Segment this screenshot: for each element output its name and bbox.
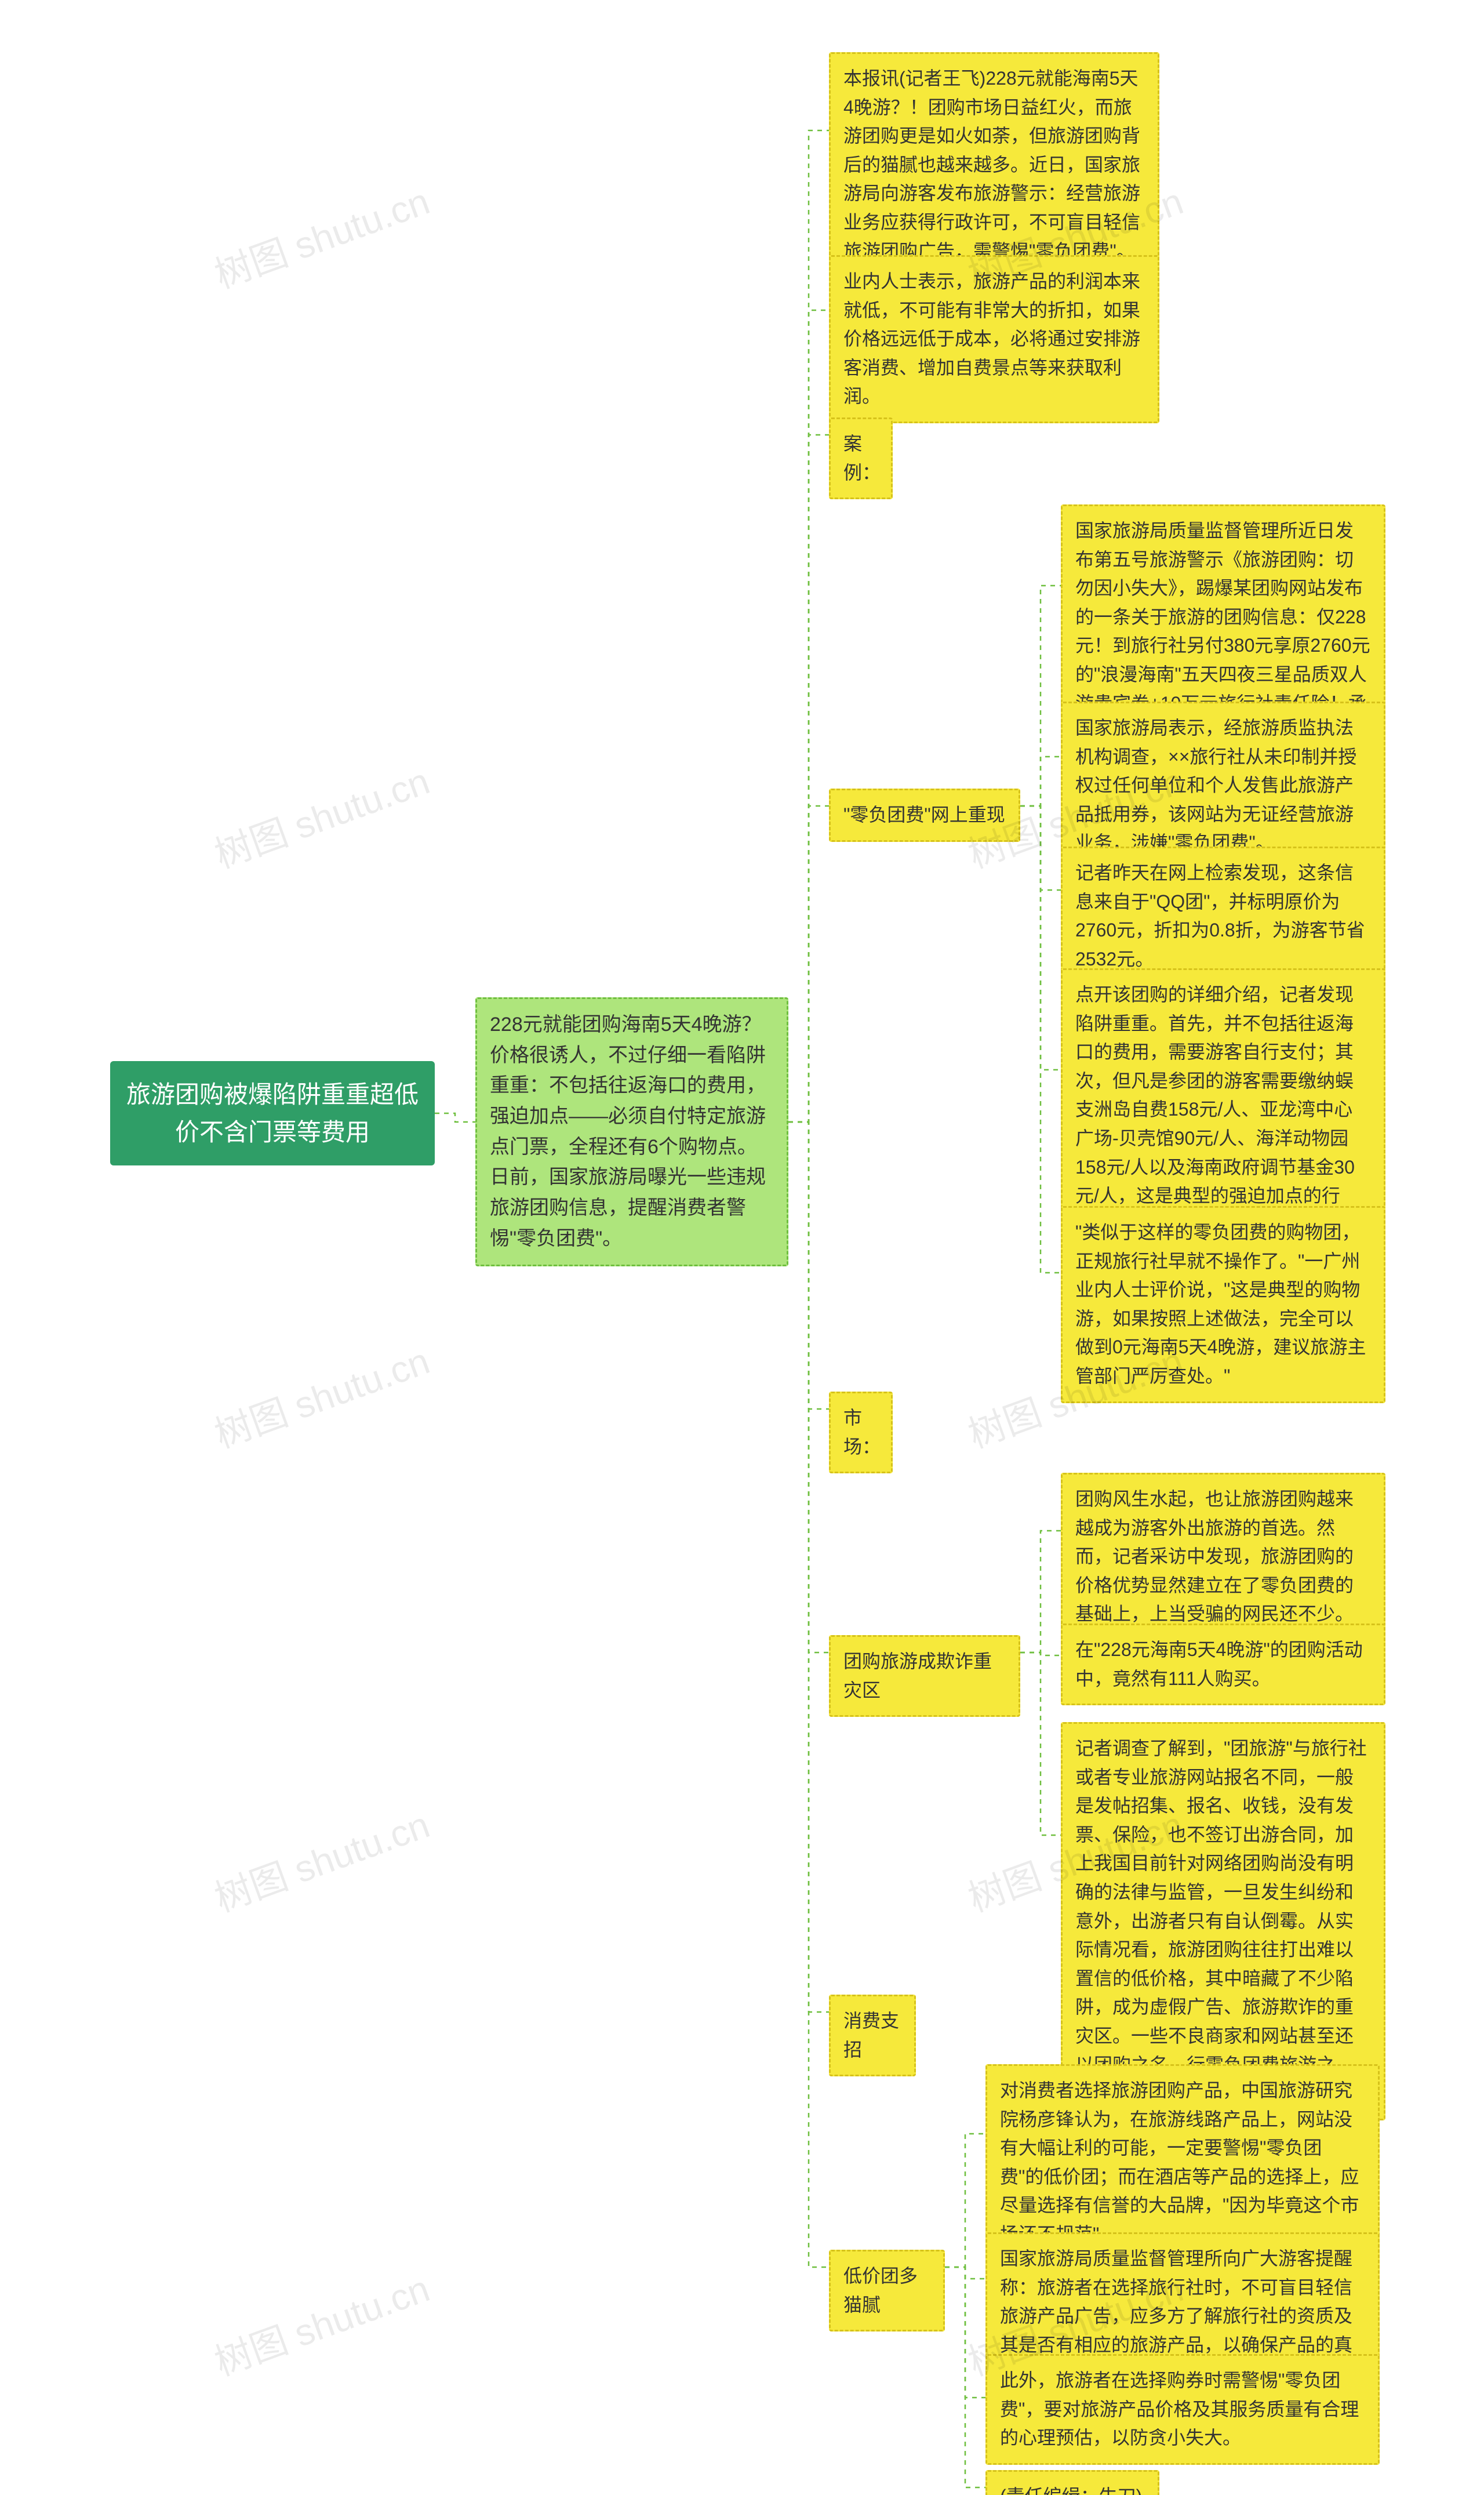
- node-n8d: (责任编缉：牛刀): [985, 2470, 1159, 2495]
- node-n6c-text: 记者调查了解到，"团旅游"与旅行社或者专业旅游网站报名不同，一般是发帖招集、报名…: [1075, 1738, 1367, 2104]
- node-n1: 本报讯(记者王飞)228元就能海南5天4晚游？！团购市场日益红火，而旅游团购更是…: [829, 52, 1159, 278]
- watermark: 树图 shutu.cn: [206, 2259, 436, 2386]
- node-n4b-text: 国家旅游局表示，经旅游质监执法机构调查，××旅行社从未印制并授权过任何单位和个人…: [1075, 717, 1356, 853]
- node-n6a-text: 团购风生水起，也让旅游团购越来越成为游客外出旅游的首选。然而，记者采访中发现，旅…: [1075, 1488, 1354, 1624]
- watermark: 树图 shutu.cn: [206, 751, 436, 878]
- node-n8c-text: 此外，旅游者在选择购券时需警惕"零负团费"，要对旅游产品价格及其服务质量有合理的…: [1000, 2370, 1359, 2448]
- node-n6b: 在"228元海南5天4晚游"的团购活动中，竟然有111人购买。: [1061, 1624, 1385, 1705]
- node-n7-text: 消费支招: [843, 2010, 899, 2060]
- watermark: 树图 shutu.cn: [206, 1331, 436, 1458]
- node-n4c-text: 记者昨天在网上检索发现，这条信息来自于"QQ团"，并标明原价为2760元，折扣为…: [1075, 862, 1365, 969]
- node-n4b: 国家旅游局表示，经旅游质监执法机构调查，××旅行社从未印制并授权过任何单位和个人…: [1061, 702, 1385, 870]
- node-n2: 业内人士表示，旅游产品的利润本来就低，不可能有非常大的折扣，如果价格远远低于成本…: [829, 255, 1159, 423]
- node-n4-text: "零负团费"网上重现: [843, 804, 1005, 825]
- node-n8a: 对消费者选择旅游团购产品，中国旅游研究院杨彦锋认为，在旅游线路产品上，网站没有大…: [985, 2064, 1380, 2261]
- node-n6c: 记者调查了解到，"团旅游"与旅行社或者专业旅游网站报名不同，一般是发帖招集、报名…: [1061, 1722, 1385, 2120]
- node-n4: "零负团费"网上重现: [829, 789, 1020, 842]
- node-n8-text: 低价团多猫腻: [843, 2265, 918, 2315]
- node-n8: 低价团多猫腻: [829, 2250, 945, 2331]
- root-node-text: 旅游团购被爆陷阱重重超低价不含门票等费用: [123, 1076, 422, 1151]
- node-n6-text: 团购旅游成欺诈重灾区: [843, 1651, 992, 1701]
- node-n2-text: 业内人士表示，旅游产品的利润本来就低，不可能有非常大的折扣，如果价格远远低于成本…: [843, 271, 1140, 406]
- node-n6a: 团购风生水起，也让旅游团购越来越成为游客外出旅游的首选。然而，记者采访中发现，旅…: [1061, 1473, 1385, 1641]
- intro-node: 228元就能团购海南5天4晚游？价格很诱人，不过仔细一看陷阱重重：不包括往返海口…: [475, 997, 788, 1266]
- node-n3-text: 案例：: [843, 433, 881, 483]
- node-n7: 消费支招: [829, 1995, 916, 2076]
- node-n6b-text: 在"228元海南5天4晚游"的团购活动中，竟然有111人购买。: [1075, 1639, 1363, 1689]
- node-n8a-text: 对消费者选择旅游团购产品，中国旅游研究院杨彦锋认为，在旅游线路产品上，网站没有大…: [1000, 2080, 1359, 2245]
- node-n6: 团购旅游成欺诈重灾区: [829, 1635, 1020, 1717]
- node-n5: 市场：: [829, 1392, 893, 1473]
- node-n3: 案例：: [829, 417, 893, 499]
- intro-node-text: 228元就能团购海南5天4晚游？价格很诱人，不过仔细一看陷阱重重：不包括往返海口…: [490, 1014, 766, 1250]
- node-n4c: 记者昨天在网上检索发现，这条信息来自于"QQ团"，并标明原价为2760元，折扣为…: [1061, 847, 1385, 986]
- node-n5-text: 市场：: [843, 1407, 881, 1457]
- root-node: 旅游团购被爆陷阱重重超低价不含门票等费用: [110, 1061, 435, 1165]
- node-n4e-text: "类似于这样的零负团费的购物团，正规旅行社早就不操作了。"一广州业内人士评价说，…: [1075, 1222, 1366, 1386]
- watermark: 树图 shutu.cn: [206, 172, 436, 299]
- node-n4e: "类似于这样的零负团费的购物团，正规旅行社早就不操作了。"一广州业内人士评价说，…: [1061, 1206, 1385, 1403]
- watermark: 树图 shutu.cn: [206, 1795, 436, 1922]
- node-n1-text: 本报讯(记者王飞)228元就能海南5天4晚游？！团购市场日益红火，而旅游团购更是…: [843, 68, 1140, 262]
- node-n8d-text: (责任编缉：牛刀): [1000, 2486, 1142, 2495]
- node-n8c: 此外，旅游者在选择购券时需警惕"零负团费"，要对旅游产品价格及其服务质量有合理的…: [985, 2354, 1380, 2465]
